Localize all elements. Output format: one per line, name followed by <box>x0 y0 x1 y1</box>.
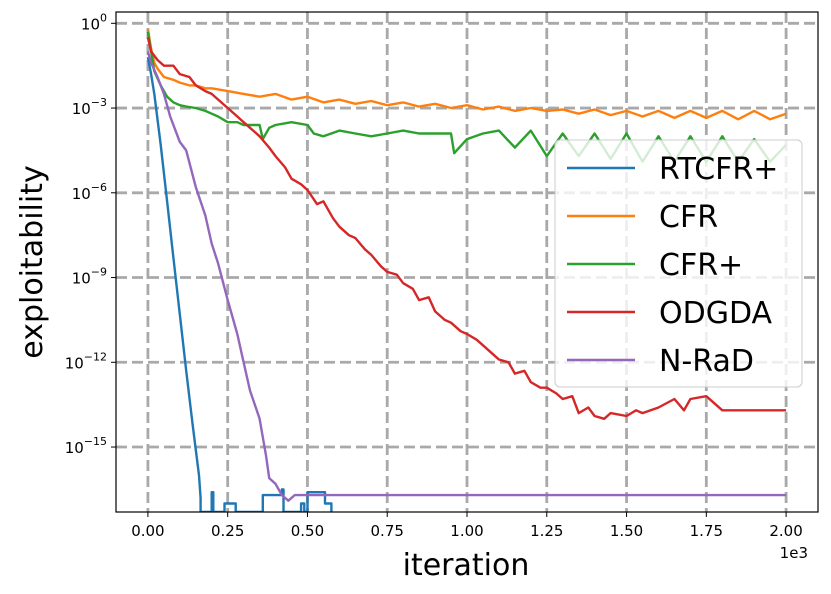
y-tick-label: 10−12 <box>65 350 107 372</box>
x-tick-label: 0.25 <box>211 522 244 540</box>
y-axis: 100 10−3 10−6 10−9 10−12 10−15 <box>65 11 116 457</box>
legend-box <box>554 139 803 388</box>
y-tick-label: 100 <box>81 11 107 33</box>
series-line-n-rad <box>146 51 787 502</box>
x-tick-label: 0.00 <box>131 522 164 540</box>
legend: RTCFR+ CFR CFR+ ODGDA N-RaD <box>554 139 803 388</box>
series-line-rtcfr <box>146 56 333 512</box>
x-axis: 0.00 0.25 0.50 0.75 1.00 1.25 1.50 1.75 2.00 <box>131 512 803 540</box>
legend-label: CFR+ <box>659 248 743 283</box>
x-tick-label: 1.25 <box>530 522 563 540</box>
y-axis-label: exploitability <box>15 165 50 358</box>
y-tick-label: 10−6 <box>72 181 107 203</box>
legend-label: RTCFR+ <box>659 152 778 187</box>
x-tick-label: 0.75 <box>371 522 404 540</box>
x-tick-label: 0.50 <box>291 522 324 540</box>
x-tick-label: 1.00 <box>450 522 483 540</box>
series-line-cfr <box>146 28 787 121</box>
y-tick-label: 10−9 <box>72 266 107 288</box>
y-tick-label: 10−15 <box>65 435 107 457</box>
x-tick-label: 1.50 <box>610 522 643 540</box>
x-tick-label: 1.75 <box>690 522 723 540</box>
y-tick-label: 10−3 <box>72 96 107 118</box>
series-layer <box>146 28 787 512</box>
series-line-odgda <box>146 37 787 420</box>
legend-label: ODGDA <box>659 296 773 331</box>
x-axis-label: iteration <box>403 548 530 583</box>
x-scale-label: 1e3 <box>780 544 808 562</box>
legend-label: CFR <box>659 200 718 235</box>
x-tick-label: 2.00 <box>769 522 802 540</box>
legend-label: N-RaD <box>659 344 754 379</box>
